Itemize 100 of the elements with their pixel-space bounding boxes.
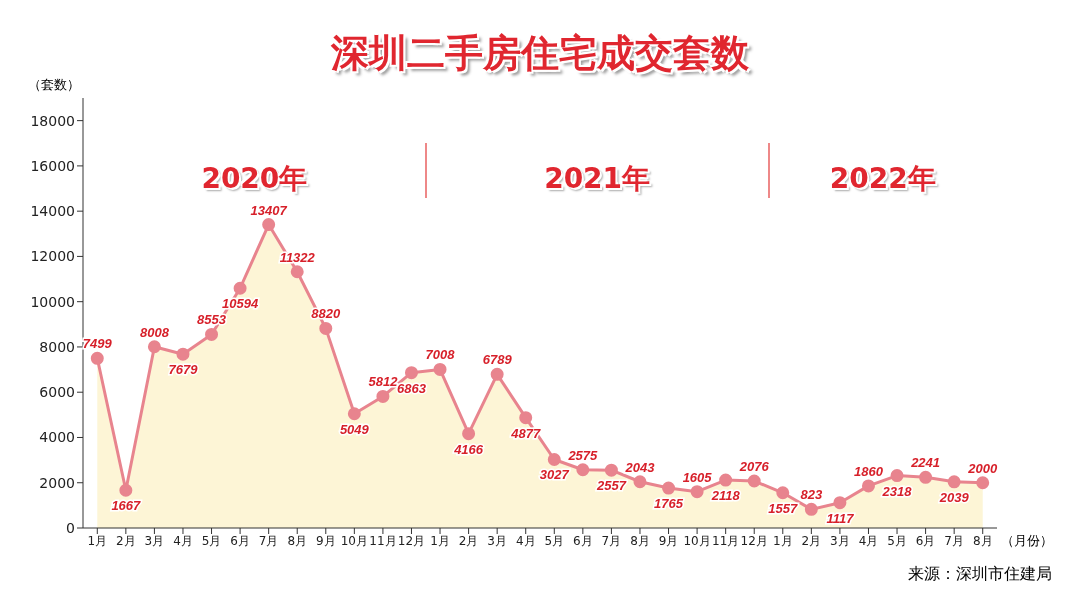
- point: [861, 479, 875, 493]
- point: [433, 362, 447, 376]
- chart-title: 深圳二手房住宅成交套数: [331, 31, 749, 75]
- point: [233, 281, 247, 295]
- data-label: 2318: [881, 483, 913, 499]
- x-tick-label: 12月: [397, 533, 426, 548]
- y-tick-label: 10000: [30, 293, 75, 310]
- x-tick-label: 10月: [683, 533, 711, 548]
- data-label: 2118: [710, 488, 741, 504]
- point: [205, 327, 219, 341]
- point: [947, 475, 961, 489]
- y-tick-label: 0: [66, 519, 75, 536]
- point: [290, 265, 304, 279]
- x-tick-label: 9月: [315, 533, 336, 548]
- data-label: 823: [800, 487, 823, 503]
- point: [462, 427, 476, 441]
- data-label: 7679: [168, 362, 199, 378]
- x-tick-label: 5月: [201, 533, 222, 548]
- point: [176, 347, 190, 361]
- data-label: 7008: [425, 347, 456, 363]
- point: [262, 218, 276, 232]
- point: [519, 411, 533, 425]
- x-tick-label: 10月: [340, 533, 368, 548]
- x-tick-label: 7月: [601, 533, 622, 548]
- point: [747, 474, 761, 488]
- point: [319, 321, 333, 335]
- x-tick-label: 1月: [87, 533, 108, 548]
- annotation: 2021年: [543, 161, 652, 197]
- x-tick-label: 5月: [544, 533, 565, 548]
- point: [547, 452, 561, 466]
- annotation: 2022年: [828, 161, 937, 197]
- x-tick-label: 11月: [369, 533, 397, 548]
- y-tick-label: 16000: [30, 157, 75, 174]
- x-tick-label: 2月: [458, 533, 479, 548]
- data-label: 2039: [938, 489, 970, 505]
- data-label: 2557: [595, 478, 627, 494]
- y-tick-label: 14000: [30, 203, 75, 220]
- x-tick-label: 1月: [772, 533, 793, 548]
- point: [633, 475, 647, 489]
- point: [804, 502, 818, 516]
- point: [719, 473, 733, 487]
- x-tick-label: 7月: [944, 533, 964, 548]
- point: [347, 407, 361, 421]
- data-label: 2575: [567, 447, 599, 463]
- point: [604, 463, 618, 477]
- data-label: 1117: [826, 510, 855, 526]
- data-label: 4877: [510, 425, 541, 441]
- point: [833, 496, 847, 510]
- x-tick-label: 4月: [858, 533, 879, 548]
- point: [576, 463, 590, 477]
- y-tick-label: 12000: [30, 248, 75, 265]
- data-label: 2076: [738, 459, 770, 475]
- x-tick-label: 3月: [830, 533, 850, 548]
- data-label: 2043: [624, 459, 656, 475]
- data-label: 10594: [222, 296, 259, 312]
- x-tick-label: 4月: [515, 533, 536, 548]
- data-label: 1605: [682, 469, 713, 485]
- x-tick-label: 3月: [144, 533, 165, 548]
- y-tick-label: 6000: [39, 384, 75, 401]
- x-tick-label: 7月: [258, 533, 279, 548]
- point: [376, 389, 390, 403]
- data-label: 1860: [854, 463, 884, 479]
- data-label: 5049: [339, 421, 370, 437]
- data-label: 2241: [910, 455, 941, 471]
- x-tick-label: 2月: [116, 533, 136, 548]
- data-label: 1667: [111, 498, 142, 514]
- point: [976, 476, 990, 490]
- data-label: 6789: [482, 352, 513, 368]
- data-label: 1765: [654, 496, 684, 512]
- annotation: 2020年: [200, 161, 309, 197]
- data-label: 7499: [82, 336, 113, 352]
- x-tick-label: 3月: [487, 533, 507, 548]
- x-tick-label: 6月: [230, 533, 250, 548]
- point: [404, 366, 418, 380]
- x-tick-label: 1月: [430, 533, 450, 548]
- y-tick-label: 8000: [39, 338, 75, 355]
- x-tick-label: 5月: [887, 533, 907, 548]
- x-tick-label: 11月: [712, 533, 740, 548]
- x-tick-label: 12月: [740, 533, 768, 548]
- point: [890, 469, 904, 483]
- x-tick-label: 6月: [573, 533, 593, 548]
- point: [919, 470, 933, 484]
- data-label: 2000: [967, 460, 998, 476]
- point: [490, 367, 504, 381]
- point: [119, 483, 133, 497]
- point: [90, 351, 104, 365]
- data-label: 4166: [453, 441, 484, 457]
- x-tick-label: 4月: [173, 533, 193, 548]
- y-tick-label: 18000: [30, 112, 75, 129]
- x-axis-title: （月份）: [1001, 532, 1053, 550]
- data-label: 3027: [539, 467, 570, 483]
- x-tick-label: 8月: [287, 533, 308, 548]
- y-axis-title: （套数）: [28, 76, 80, 94]
- x-tick-label: 6月: [915, 533, 936, 548]
- data-label: 13407: [250, 202, 288, 218]
- point: [690, 485, 704, 499]
- y-tick-label: 2000: [39, 474, 75, 491]
- y-tick-label: 4000: [39, 429, 75, 446]
- data-label: 1557: [768, 500, 799, 516]
- point: [662, 481, 676, 495]
